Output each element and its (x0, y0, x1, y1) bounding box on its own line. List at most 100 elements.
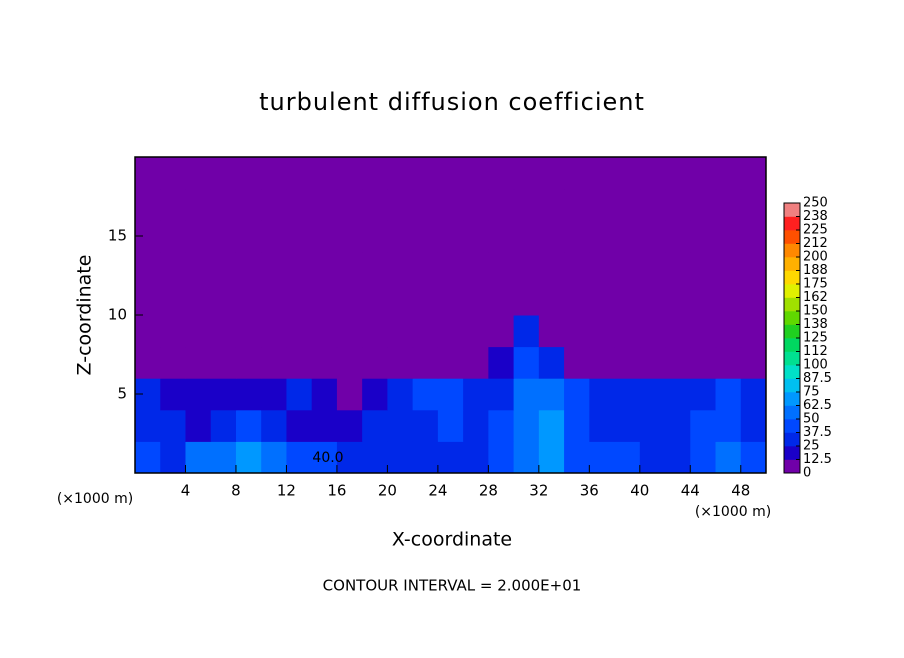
x-tick-label: 8 (231, 482, 241, 500)
field-cell (639, 315, 666, 348)
field-cell (336, 251, 363, 284)
field-cell (185, 283, 212, 316)
field-cell (564, 409, 590, 442)
field-cell (437, 251, 464, 284)
field-cell (261, 346, 287, 379)
field-cell (715, 409, 742, 442)
field-cell (614, 251, 641, 284)
field-cell (513, 441, 540, 474)
field-cell (715, 188, 742, 221)
colorbar-label: 0 (803, 466, 811, 481)
x-tick-label: 44 (681, 482, 700, 500)
field-cell (614, 283, 641, 316)
field-cell (639, 378, 666, 411)
field-cell (235, 378, 262, 411)
field-cell (564, 315, 590, 348)
field-cell (437, 441, 464, 474)
field-cell (463, 409, 489, 442)
field-cell (185, 441, 212, 474)
field-cell (639, 251, 666, 284)
field-cell (311, 283, 338, 316)
field-cell (513, 251, 540, 284)
field-cell (538, 283, 565, 316)
x-tick-label: 24 (428, 482, 447, 500)
field-cell (185, 378, 212, 411)
field-cell (362, 346, 388, 379)
y-tick-label: 15 (108, 227, 127, 245)
colorbar-band (784, 270, 800, 285)
colorbar-band (784, 459, 800, 474)
colorbar-label: 87.5 (803, 371, 832, 386)
x-tick-label: 4 (181, 482, 191, 500)
colorbar-band (784, 297, 800, 312)
field-cell (614, 315, 641, 348)
field-cell (589, 409, 616, 442)
field-cell (135, 409, 161, 442)
field-cell (614, 188, 641, 221)
field-cell (564, 220, 590, 253)
field-cell (261, 378, 287, 411)
field-cell (160, 441, 186, 474)
field-cell (488, 346, 515, 379)
colorbar-band (784, 351, 800, 366)
field-cell (740, 220, 767, 253)
field-cell (235, 157, 262, 190)
field-cell (261, 188, 287, 221)
field-cell (135, 188, 161, 221)
field-cell (311, 220, 338, 253)
field-cell (488, 220, 515, 253)
colorbar-band (784, 378, 800, 393)
colorbar-label: 62.5 (803, 398, 832, 413)
field-cell (235, 220, 262, 253)
field-cell (665, 378, 691, 411)
field-cell (261, 315, 287, 348)
colorbar-label: 200 (803, 250, 828, 265)
field-cell (690, 188, 717, 221)
field-cell (362, 188, 388, 221)
field-cell (639, 220, 666, 253)
field-cell (362, 441, 388, 474)
field-cell (160, 315, 186, 348)
field-cell (160, 220, 186, 253)
field-cell (210, 378, 237, 411)
field-cell (538, 251, 565, 284)
field-cell (589, 251, 616, 284)
field-cell (261, 409, 287, 442)
field-cell (740, 315, 767, 348)
y-tick-label: 5 (117, 385, 127, 403)
field-cell (311, 157, 338, 190)
field-cell (235, 251, 262, 284)
field-cell (665, 220, 691, 253)
field-cell (261, 283, 287, 316)
field-cell (463, 220, 489, 253)
field-cell (210, 251, 237, 284)
field-cell (715, 315, 742, 348)
field-cell (463, 378, 489, 411)
field-cell (412, 441, 439, 474)
field-cell (286, 157, 313, 190)
field-cell (387, 409, 414, 442)
field-cell (286, 409, 313, 442)
colorbar-band (784, 203, 800, 217)
field-cell (463, 188, 489, 221)
field-cell (614, 441, 641, 474)
colorbar-band (784, 284, 800, 298)
field-cell (740, 409, 767, 442)
field-cell (311, 346, 338, 379)
field-cell (463, 283, 489, 316)
field-cell (362, 378, 388, 411)
field-cell (412, 409, 439, 442)
field-cell (538, 409, 565, 442)
field-cell (235, 315, 262, 348)
field-cell (715, 346, 742, 379)
field-cell (740, 188, 767, 221)
colorbar-band (784, 365, 800, 379)
field-cell (488, 378, 515, 411)
field-cell (589, 157, 616, 190)
field-cell (286, 251, 313, 284)
colorbar-label: 12.5 (803, 452, 832, 467)
field-cell (614, 409, 641, 442)
field-cell (135, 315, 161, 348)
field-cell (437, 220, 464, 253)
field-cell (210, 188, 237, 221)
